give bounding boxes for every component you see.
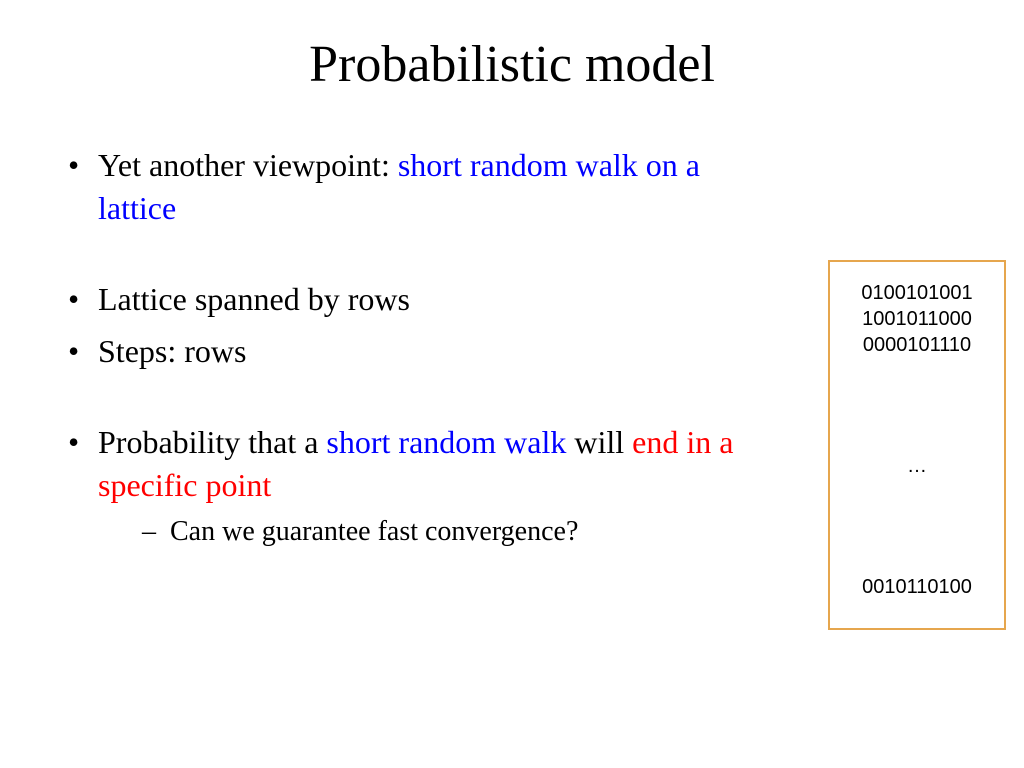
bullet-4-blue: short random walk [326,424,566,460]
binary-line-4: 0010110100 [836,574,998,600]
sub-bullet-1: Can we guarantee fast convergence? [98,513,780,551]
binary-line-1: 0100101001 [836,280,998,306]
spacer [60,238,780,278]
binary-top: 0100101001 1001011000 0000101110 [836,280,998,358]
bullet-3: Steps: rows [60,330,780,373]
bullet-4-pre: Probability that a [98,424,326,460]
bullet-3-text: Steps: rows [98,333,246,369]
binary-ellipsis: … [836,455,998,478]
sub-bullet-list: Can we guarantee fast convergence? [98,513,780,551]
bullet-1: Yet another viewpoint: short random walk… [60,144,780,230]
bullet-2: Lattice spanned by rows [60,278,780,321]
slide: Probabilistic model Yet another viewpoin… [0,0,1024,768]
bullet-2-text: Lattice spanned by rows [98,281,410,317]
bullet-4: Probability that a short random walk wil… [60,421,780,551]
bullet-list: Yet another viewpoint: short random walk… [60,144,780,551]
binary-bottom: 0010110100 [836,574,998,600]
spacer [60,381,780,421]
sub-bullet-1-text: Can we guarantee fast convergence? [170,516,578,547]
bullet-4-mid: will [566,424,632,460]
binary-box: 0100101001 1001011000 0000101110 … 00101… [828,260,1006,630]
slide-title: Probabilistic model [60,35,964,94]
binary-line-3: 0000101110 [836,332,998,358]
binary-line-2: 1001011000 [836,306,998,332]
bullet-1-text: Yet another viewpoint: [98,147,398,183]
